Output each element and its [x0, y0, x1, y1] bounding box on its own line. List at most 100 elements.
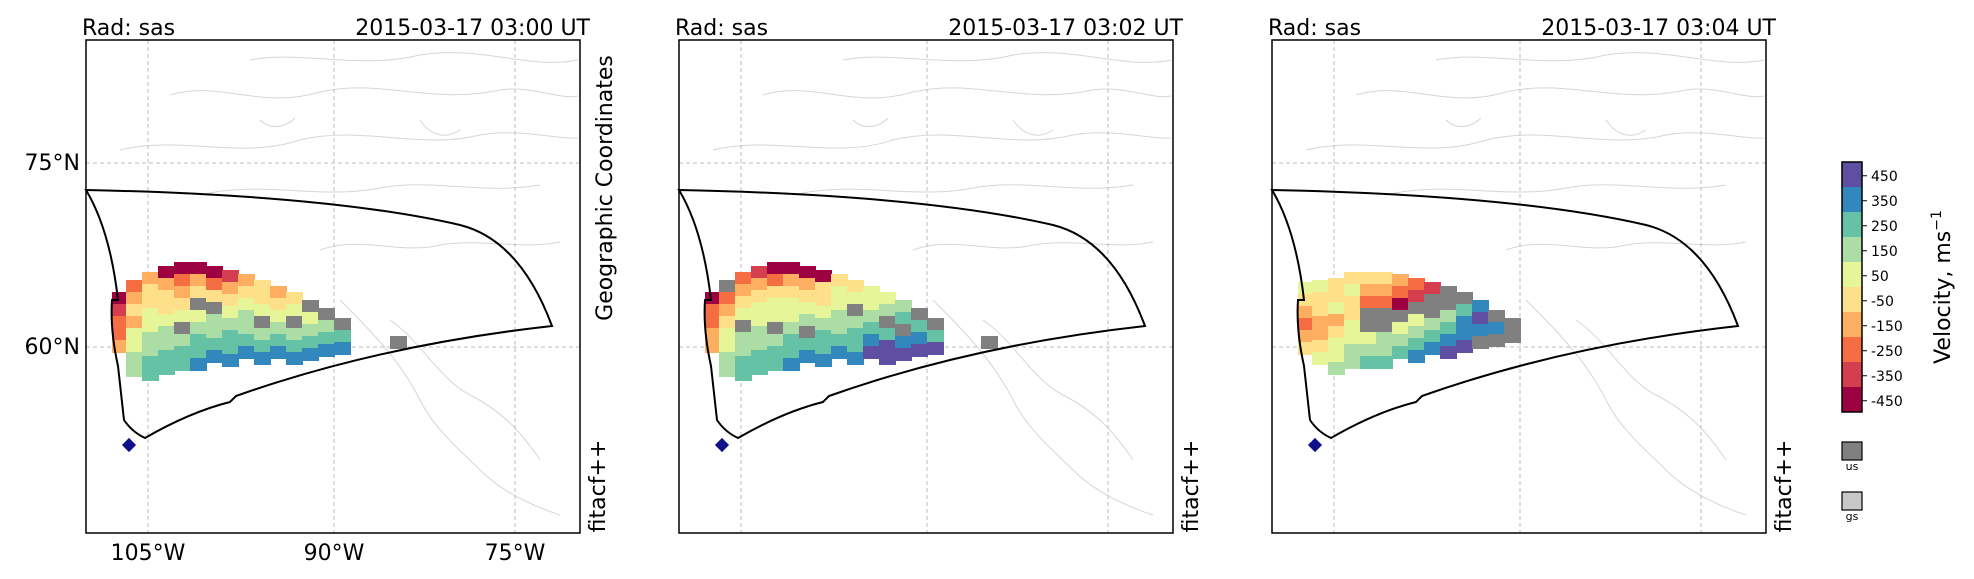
velocity-cell	[1328, 326, 1345, 339]
colorbar-tick-label: 450	[1871, 169, 1898, 185]
velocity-cell	[1392, 286, 1409, 299]
velocity-cell	[302, 348, 319, 361]
velocity-cell	[981, 336, 998, 349]
velocity-cell	[767, 298, 784, 311]
velocity-cell	[158, 290, 175, 303]
velocity-cell	[318, 332, 335, 345]
velocity-cell	[126, 304, 143, 317]
panel-1-time-label: 2015-03-17 03:00 UT	[355, 16, 590, 41]
velocity-cell	[286, 292, 303, 305]
velocity-cell	[895, 336, 912, 349]
velocity-cell	[254, 352, 271, 365]
flag-us-label: us	[1846, 460, 1859, 473]
velocity-cell	[222, 270, 239, 283]
velocity-cell	[1504, 318, 1521, 331]
panel-1: Rad: sas 2015-03-17 03:00 UT	[25, 16, 618, 566]
velocity-cell	[158, 338, 175, 351]
velocity-cell	[815, 282, 832, 295]
colorbar-segment	[1842, 162, 1862, 188]
velocity-cell	[783, 298, 800, 311]
velocity-cell	[767, 310, 784, 323]
velocity-cell	[1360, 344, 1377, 357]
velocity-cell	[1298, 318, 1315, 331]
velocity-cell	[142, 272, 159, 285]
velocity-cell	[1376, 272, 1393, 285]
velocity-cell	[799, 350, 816, 363]
velocity-cell	[735, 296, 752, 309]
velocity-cell	[911, 332, 928, 345]
velocity-cell	[735, 356, 752, 369]
velocity-cell	[190, 346, 207, 359]
velocity-cell	[334, 318, 351, 331]
velocity-cell	[783, 286, 800, 299]
velocity-cell	[1424, 330, 1441, 343]
velocity-cell	[1360, 284, 1377, 297]
velocity-cell	[174, 310, 191, 323]
velocity-cell	[142, 320, 159, 333]
velocity-cell	[126, 316, 143, 329]
velocity-cell	[254, 328, 271, 341]
velocity-cell	[222, 294, 239, 307]
velocity-cell	[286, 340, 303, 353]
velocity-cell	[1376, 320, 1393, 333]
velocity-cell	[783, 262, 800, 275]
velocity-cell	[206, 314, 223, 327]
velocity-cell	[142, 332, 159, 345]
velocity-cell	[174, 334, 191, 347]
velocity-cell	[735, 332, 752, 345]
velocity-cell	[783, 310, 800, 323]
velocity-cell	[1360, 332, 1377, 345]
velocity-cell	[1392, 346, 1409, 359]
velocity-cell	[286, 328, 303, 341]
velocity-cell	[1440, 322, 1457, 335]
velocity-cell	[799, 338, 816, 351]
velocity-cell	[190, 322, 207, 335]
velocity-cell	[254, 280, 271, 293]
velocity-cell	[1298, 330, 1315, 343]
velocity-cell	[142, 296, 159, 309]
velocity-cell	[719, 352, 736, 365]
velocity-cell	[847, 292, 864, 305]
colorbar-segment	[1842, 312, 1862, 338]
velocity-cell	[831, 346, 848, 359]
velocity-cell	[847, 340, 864, 353]
velocity-cell	[206, 338, 223, 351]
velocity-cell	[142, 344, 159, 357]
velocity-cell	[863, 334, 880, 347]
velocity-cell	[705, 304, 722, 317]
velocity-cell	[1328, 314, 1345, 327]
colorbar-segment	[1842, 287, 1862, 313]
colorbar-label-exponent: −1	[1929, 210, 1945, 231]
colorbar-frame	[1841, 161, 1863, 413]
velocity-cell	[879, 292, 896, 305]
velocity-cell	[112, 304, 129, 317]
lon-label-105w: 105°W	[111, 541, 186, 566]
velocity-cell	[911, 308, 928, 321]
panel-1-fit-label: fitacf++	[586, 440, 611, 533]
panel-3-radar-label: Rad: sas	[1268, 16, 1361, 41]
velocity-cell	[286, 352, 303, 365]
velocity-cell	[1424, 342, 1441, 355]
lon-label-90w: 90°W	[304, 541, 365, 566]
velocity-cell	[1440, 346, 1457, 359]
velocity-cell	[1424, 318, 1441, 331]
velocity-cell	[1392, 334, 1409, 347]
velocity-cell	[847, 304, 864, 317]
velocity-cell	[1298, 342, 1315, 355]
velocity-cell	[767, 322, 784, 335]
velocity-cell	[767, 334, 784, 347]
colorbar-segment	[1842, 387, 1862, 413]
velocity-cell	[158, 350, 175, 363]
velocity-cell	[799, 266, 816, 279]
velocity-cell	[222, 318, 239, 331]
velocity-cell	[767, 274, 784, 287]
velocity-cell	[1424, 306, 1441, 319]
velocity-cell	[719, 340, 736, 353]
velocity-cell	[799, 326, 816, 339]
velocity-cell	[206, 266, 223, 279]
velocity-cell	[1472, 300, 1489, 313]
velocity-cell	[815, 330, 832, 343]
velocity-cell	[302, 336, 319, 349]
panel-3-cells	[1298, 272, 1521, 375]
velocity-cell	[911, 344, 928, 357]
